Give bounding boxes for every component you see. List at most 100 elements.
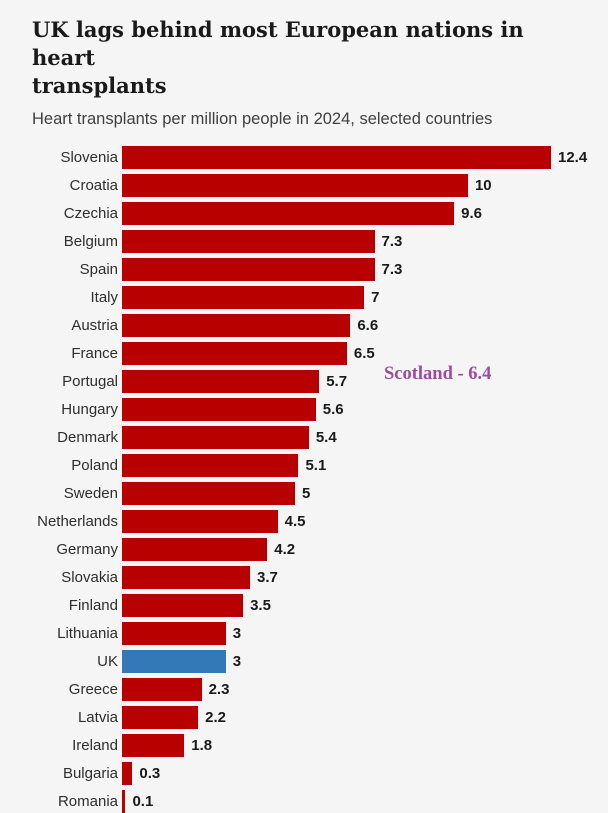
chart-row: Sweden 5	[32, 482, 584, 505]
chart-row: Greece 2.3	[32, 678, 584, 701]
value-label: 5.7	[326, 373, 348, 390]
value-label: 4.2	[274, 541, 296, 558]
country-label: Slovakia	[61, 569, 118, 586]
country-label: Austria	[71, 317, 118, 334]
bar	[122, 706, 199, 729]
country-label: Italy	[90, 289, 118, 306]
country-label: France	[71, 345, 118, 362]
chart-row: Lithuania 3	[32, 622, 584, 645]
country-label: Slovenia	[60, 149, 118, 166]
bar	[122, 370, 320, 393]
value-label: 7.3	[381, 261, 403, 278]
chart-row: Austria 6.6	[32, 314, 584, 337]
chart-row: Hungary 5.6	[32, 398, 584, 421]
bar	[122, 510, 278, 533]
value-label: 5.4	[315, 429, 337, 446]
country-label: Czechia	[63, 205, 118, 222]
value-label: 7.3	[381, 233, 403, 250]
value-label: 4.5	[284, 513, 306, 530]
value-label: 5.1	[305, 457, 327, 474]
country-label: Greece	[68, 681, 118, 698]
country-label: Spain	[79, 261, 118, 278]
value-label: 6.6	[357, 317, 379, 334]
chart-row: Denmark 5.4	[32, 426, 584, 449]
chart-title: UK lags behind most European nations in …	[32, 16, 584, 100]
country-label: Bulgaria	[62, 765, 118, 782]
country-label: Poland	[71, 457, 118, 474]
chart-title-line-2: transplants	[32, 73, 167, 98]
value-label: 5.6	[322, 401, 344, 418]
bar	[122, 538, 268, 561]
chart-row: Czechia 9.6	[32, 202, 584, 225]
chart-row: Slovakia 3.7	[32, 566, 584, 589]
chart-header: UK lags behind most European nations in …	[32, 16, 584, 129]
chart-row: Netherlands 4.5	[32, 510, 584, 533]
country-label: Germany	[56, 541, 118, 558]
value-label: 3.7	[257, 569, 278, 586]
country-label: Sweden	[63, 485, 118, 502]
country-label: Ireland	[72, 737, 118, 754]
bar	[122, 678, 202, 701]
bar	[122, 202, 455, 225]
bar	[122, 174, 468, 197]
bar-chart: Slovenia 12.4 Croatia 10 Czechia 9.6 Belgium 7.…	[32, 146, 588, 813]
bar	[122, 258, 375, 281]
country-label: Belgium	[63, 233, 118, 250]
value-label: 0.1	[132, 793, 154, 810]
chart-row: Slovenia 12.4	[32, 146, 588, 169]
country-label: Lithuania	[57, 625, 118, 642]
bar	[122, 482, 295, 505]
country-label: Latvia	[77, 709, 118, 726]
chart-row: Bulgaria 0.3	[32, 762, 584, 785]
bar	[122, 286, 365, 309]
chart-row: Germany 4.2	[32, 538, 584, 561]
chart-row: Belgium 7.3	[32, 230, 584, 253]
value-label: 3	[232, 653, 242, 670]
chart-row: Romania 0.1	[32, 790, 584, 813]
bar	[122, 426, 309, 449]
bar	[122, 342, 347, 365]
country-label: Finland	[68, 597, 118, 614]
bar	[122, 790, 126, 813]
bar	[122, 566, 250, 589]
bar	[122, 230, 375, 253]
scotland-annotation: Scotland - 6.4	[384, 364, 492, 384]
country-label: Portugal	[62, 373, 118, 390]
bar	[122, 734, 185, 757]
country-label: UK	[97, 653, 118, 670]
chart-row: Finland 3.5	[32, 594, 584, 617]
chart-row: Spain 7.3	[32, 258, 584, 281]
chart-row: France 6.5	[32, 342, 584, 365]
chart-subtitle: Heart transplants per million people in …	[32, 110, 493, 128]
value-label: 12.4	[558, 149, 588, 166]
value-label: 7	[371, 289, 380, 306]
country-label: Croatia	[69, 177, 118, 194]
bar	[122, 398, 316, 421]
chart-row: Italy 7	[32, 286, 584, 309]
value-label: 6.5	[353, 345, 375, 362]
chart-row: Portugal 5.7	[32, 370, 584, 393]
chart-row: Poland 5.1	[32, 454, 584, 477]
bar	[122, 314, 351, 337]
chart-row: Croatia 10	[32, 174, 584, 197]
country-label: Hungary	[61, 401, 118, 418]
value-label: 10	[474, 177, 492, 194]
value-label: 2.2	[205, 709, 226, 726]
value-label: 0.3	[139, 765, 161, 782]
country-label: Denmark	[57, 429, 118, 446]
value-label: 5	[301, 485, 311, 502]
value-label: 3	[232, 625, 242, 642]
bar	[122, 762, 133, 785]
value-label: 1.8	[191, 737, 213, 754]
country-label: Netherlands	[37, 513, 118, 530]
chart-row: Latvia 2.2	[32, 706, 584, 729]
value-label: 3.5	[250, 597, 271, 614]
chart-title-line-1: UK lags behind most European nations in …	[32, 17, 524, 70]
bar	[122, 622, 226, 645]
bar	[122, 454, 299, 477]
value-label: 9.6	[461, 205, 482, 222]
value-label: 2.3	[208, 681, 230, 698]
bar-highlight	[122, 650, 226, 673]
chart-row: Ireland 1.8	[32, 734, 584, 757]
